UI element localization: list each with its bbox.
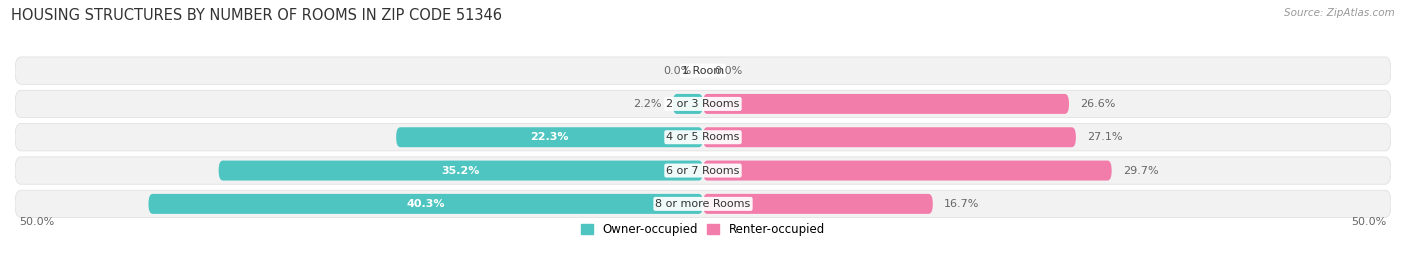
Text: 2.2%: 2.2%	[633, 99, 662, 109]
FancyBboxPatch shape	[219, 161, 703, 180]
FancyBboxPatch shape	[703, 161, 1112, 180]
FancyBboxPatch shape	[15, 57, 1391, 84]
Text: 40.3%: 40.3%	[406, 199, 444, 209]
Text: Source: ZipAtlas.com: Source: ZipAtlas.com	[1284, 8, 1395, 18]
Text: 29.7%: 29.7%	[1122, 165, 1159, 176]
Text: 1 Room: 1 Room	[682, 66, 724, 76]
Text: 35.2%: 35.2%	[441, 165, 479, 176]
FancyBboxPatch shape	[396, 127, 703, 147]
Text: HOUSING STRUCTURES BY NUMBER OF ROOMS IN ZIP CODE 51346: HOUSING STRUCTURES BY NUMBER OF ROOMS IN…	[11, 8, 502, 23]
Text: 50.0%: 50.0%	[20, 217, 55, 226]
Text: 0.0%: 0.0%	[714, 66, 742, 76]
Text: 27.1%: 27.1%	[1087, 132, 1122, 142]
Text: 16.7%: 16.7%	[943, 199, 979, 209]
Text: 6 or 7 Rooms: 6 or 7 Rooms	[666, 165, 740, 176]
FancyBboxPatch shape	[149, 194, 703, 214]
Text: 0.0%: 0.0%	[664, 66, 692, 76]
Text: 2 or 3 Rooms: 2 or 3 Rooms	[666, 99, 740, 109]
FancyBboxPatch shape	[15, 90, 1391, 118]
FancyBboxPatch shape	[703, 127, 1076, 147]
Legend: Owner-occupied, Renter-occupied: Owner-occupied, Renter-occupied	[581, 223, 825, 236]
Text: 22.3%: 22.3%	[530, 132, 569, 142]
Text: 26.6%: 26.6%	[1080, 99, 1115, 109]
Text: 4 or 5 Rooms: 4 or 5 Rooms	[666, 132, 740, 142]
Text: 50.0%: 50.0%	[1351, 217, 1386, 226]
FancyBboxPatch shape	[15, 157, 1391, 184]
FancyBboxPatch shape	[703, 94, 1069, 114]
Text: 8 or more Rooms: 8 or more Rooms	[655, 199, 751, 209]
FancyBboxPatch shape	[703, 194, 932, 214]
FancyBboxPatch shape	[15, 123, 1391, 151]
FancyBboxPatch shape	[15, 190, 1391, 218]
FancyBboxPatch shape	[672, 94, 703, 114]
